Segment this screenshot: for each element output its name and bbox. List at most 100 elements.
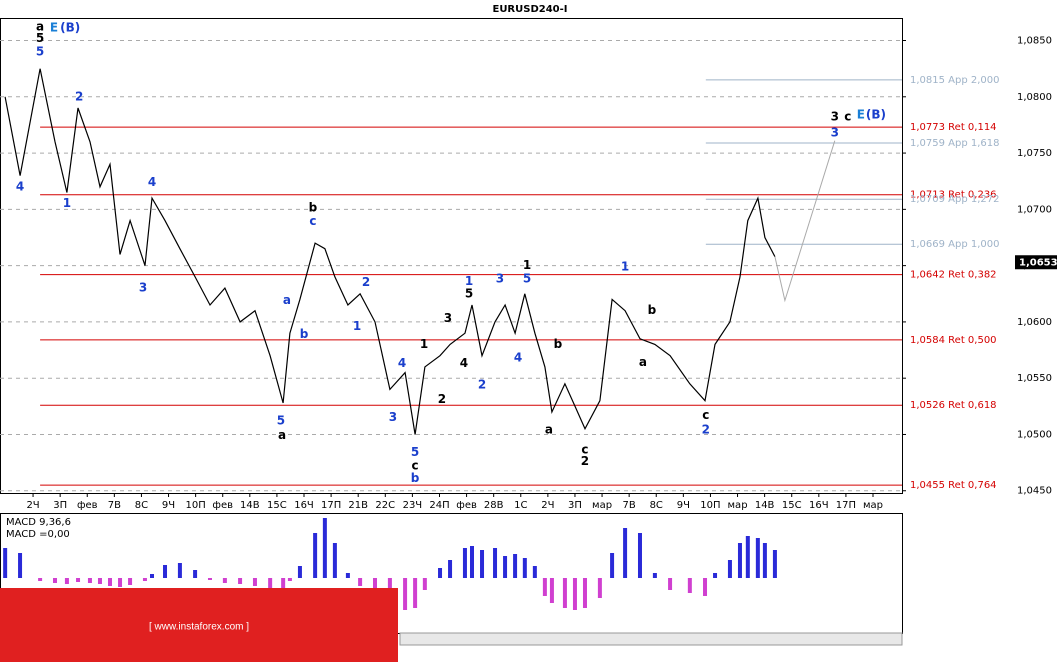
macd-bar [448,560,453,578]
macd-bar [207,578,212,580]
macd-bar [480,550,485,578]
wave-label: 2 [438,392,446,406]
wave-label: b [648,303,657,317]
wave-label: b [411,471,420,485]
macd-bar [562,578,567,608]
macd-bar [713,573,718,578]
level-label: 1,0709 App 1,272 [910,194,1000,205]
macd-bar [372,578,377,593]
wave-label: 3 [831,110,839,124]
x-tick-label: фев [456,500,477,511]
price-line [4,68,776,435]
macd-bar [762,543,767,578]
x-tick-label: 21В [348,500,368,511]
wave-label: b [300,327,309,341]
macd-bar [652,573,657,578]
y-tick-label: 1,0500 [1017,429,1052,440]
macd-bar [163,565,168,578]
wave-label: 4 [460,356,468,370]
macd-bar [737,543,742,578]
x-tick-label: 14В [755,500,775,511]
macd-bar [772,550,777,578]
macd-bar [413,578,418,608]
x-tick-label: мар [592,500,612,511]
x-tick-label: 15С [782,500,802,511]
level-label: 1,0455 Ret 0,764 [910,480,997,491]
wave-label: a [278,428,286,442]
macd-bar [142,578,147,581]
macd-bar [469,546,474,578]
x-tick-label: 9Ч [162,500,175,511]
wave-label: 2 [581,454,589,468]
macd-bar [64,578,69,584]
wave-label: 2 [75,89,83,103]
wave-label: b [309,201,318,215]
y-tick-label: 1,0550 [1017,373,1052,384]
x-tick-label: 15С [267,500,287,511]
macd-bar [623,528,628,578]
x-tick-label: 24П [429,500,449,511]
x-tick-label: 2Ч [26,500,39,511]
wave-label: 4 [514,350,522,364]
wave-label: 3 [831,125,839,139]
y-tick-label: 1,0700 [1017,204,1052,215]
macd-bar [438,568,443,578]
x-tick-label: фев [77,500,98,511]
macd-bar [268,578,273,590]
x-tick-label: 14В [240,500,260,511]
x-tick-label: 17П [836,500,856,511]
macd-bar [287,578,292,581]
x-tick-label: 10П [700,500,720,511]
wave-label: 1 [353,319,361,333]
x-tick-label: 7В [623,500,636,511]
wave-label: a [639,355,647,369]
x-tick-label: 17П [321,500,341,511]
x-tick-label: 22С [375,500,395,511]
x-tick-label: 16Ч [809,500,829,511]
wave-label: (B) [866,107,886,121]
wave-label: 1 [63,196,71,210]
macd-bar [493,548,498,578]
wave-label: b [554,337,563,351]
macd-bar [18,553,23,578]
wave-label: 3 [139,281,147,295]
wave-label: c [844,110,851,124]
wave-label: 3 [444,311,452,325]
watermark: [ www.instaforex.com ] [149,622,249,633]
macd-bar [3,548,8,578]
macd-bar [97,578,102,584]
macd-bar [755,538,760,578]
macd-bar [610,553,615,578]
macd-bar [87,578,92,583]
y-tick-label: 1,0450 [1017,486,1052,497]
macd-bar [687,578,692,593]
x-tick-label: 8С [650,500,663,511]
macd-bar [522,558,527,578]
level-label: 1,0759 App 1,618 [910,138,1000,149]
wave-label: 5 [36,44,44,58]
wave-label: 3 [389,410,397,424]
wave-label: c [309,214,316,228]
current-price-box [1015,255,1057,270]
macd-bar [668,578,673,590]
macd-value-label: MACD =0,00 [6,529,70,540]
wave-label: 2 [478,377,486,391]
wave-label: c [412,458,419,472]
level-label: 1,0773 Ret 0,114 [910,122,997,133]
wave-label: c [702,408,709,422]
wave-label: a [545,422,553,436]
level-label: 1,0713 Ret 0,236 [910,190,997,201]
macd-bar [313,533,318,578]
macd-bar [727,560,732,578]
macd-bar [128,578,133,585]
x-tick-label: 8С [135,500,148,511]
macd-bar [572,578,577,610]
x-tick-label: 3П [568,500,582,511]
wave-label: 1 [465,274,473,288]
wave-label: 1 [621,259,629,273]
x-tick-label: 1С [514,500,527,511]
macd-bar [222,578,227,583]
wave-label: c [581,443,588,457]
macd-label: MACD 9,36,6 [6,517,71,528]
x-tick-label: 2Ч [541,500,554,511]
